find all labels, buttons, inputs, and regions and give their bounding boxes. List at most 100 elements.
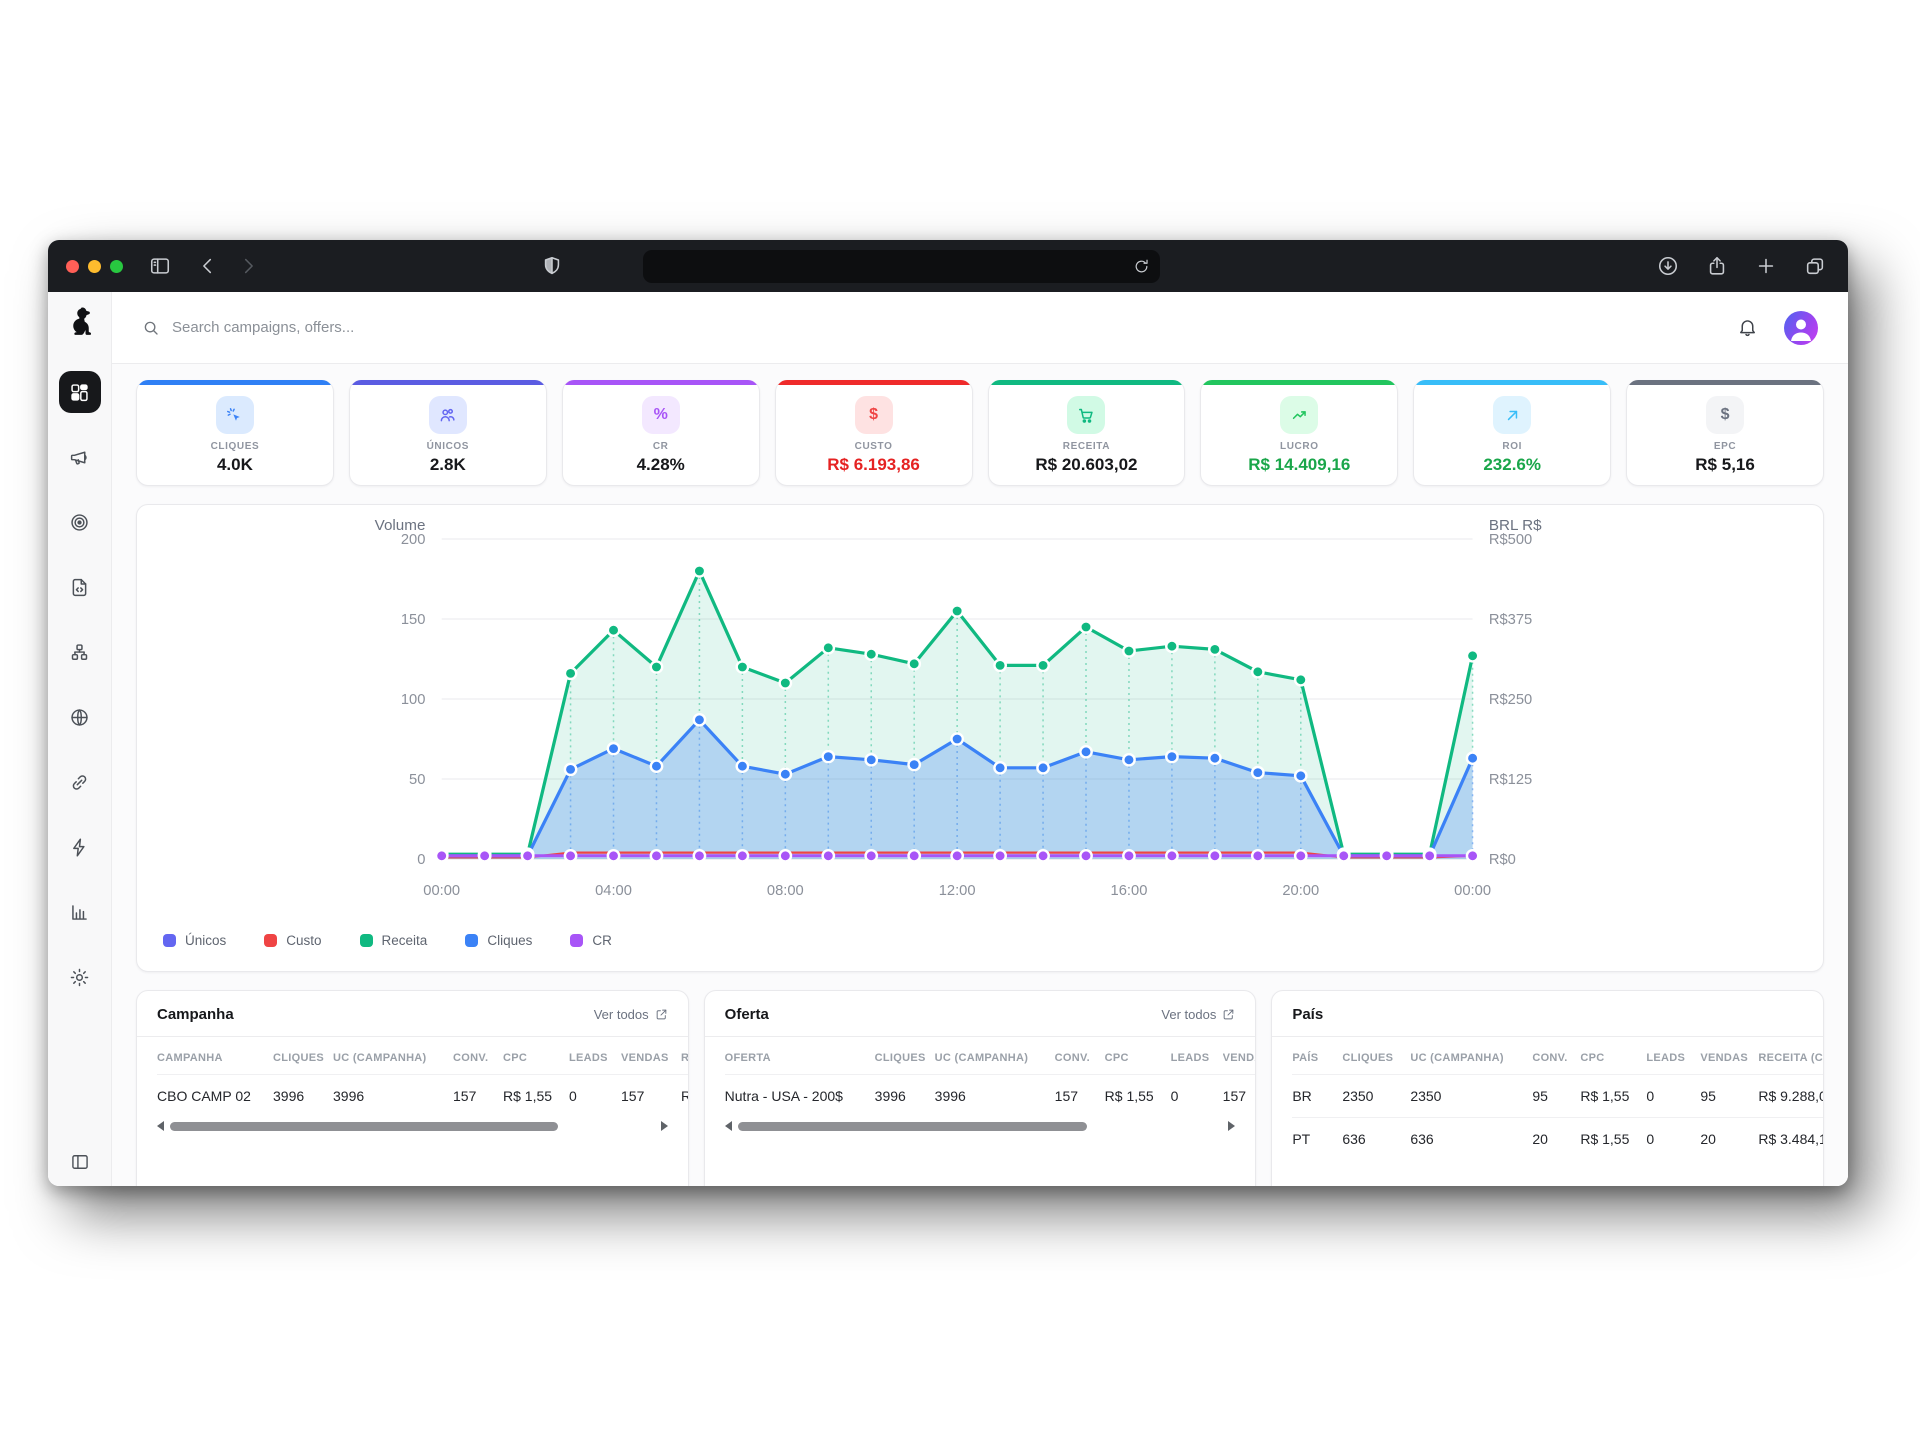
table-cell: 636 bbox=[1342, 1117, 1411, 1160]
kpi-card-cliques: CLIQUES 4.0K bbox=[136, 380, 334, 486]
table-cell: R$ 1,55 bbox=[1580, 1074, 1647, 1118]
sidebar-item-landing-pages[interactable] bbox=[59, 566, 101, 608]
campanha-card-title: Campanha bbox=[157, 1006, 234, 1023]
kpi-label: EPC bbox=[1713, 441, 1737, 452]
scrollbar-thumb[interactable] bbox=[737, 1121, 1087, 1131]
column-header: CLIQUES bbox=[1342, 1052, 1394, 1064]
legend-item-custo[interactable]: Custo bbox=[264, 933, 322, 948]
svg-text:20:00: 20:00 bbox=[1282, 883, 1319, 899]
scroll-right-arrow[interactable] bbox=[1228, 1121, 1236, 1131]
sidebar-item-links[interactable] bbox=[59, 761, 101, 803]
kpi-card-lucro: LUCRO R$ 14.409,16 bbox=[1200, 380, 1399, 486]
table-cell: 157 bbox=[621, 1074, 681, 1117]
sidebar bbox=[48, 292, 112, 1186]
kpi-card-epc: $ EPC R$ 5,16 bbox=[1626, 380, 1824, 486]
url-bar[interactable] bbox=[643, 250, 1160, 283]
sidebar-item-dashboard[interactable] bbox=[58, 371, 101, 413]
legend-swatch bbox=[163, 934, 176, 947]
reload-icon[interactable] bbox=[1133, 258, 1150, 275]
column-header: OFERTA bbox=[724, 1052, 771, 1064]
kpi-card-cr: % CR 4.28% bbox=[561, 380, 760, 486]
table-row[interactable]: Nutra - USA - 200$ 3996 3996 157 R$ 1,55 0 157 bbox=[724, 1074, 1256, 1117]
kpi-value: 2.8K bbox=[429, 455, 466, 474]
browser-window: CLIQUES 4.0K ÚNICOS 2.8K% CR 4.28% $ CUSTO R$ 6.… bbox=[48, 240, 1848, 1186]
new-tab-icon[interactable] bbox=[1755, 255, 1777, 277]
table-cell: 3996 bbox=[934, 1074, 1055, 1117]
sidebar-item-reports[interactable] bbox=[59, 891, 101, 933]
dog-logo bbox=[65, 305, 95, 335]
legend-item-receita[interactable]: Receita bbox=[359, 933, 427, 948]
legend-swatch bbox=[465, 934, 479, 947]
pais-card: País PAÍS CLIQUES UC (CAMPANHA) CONV. CPC LEA… bbox=[1271, 990, 1824, 1186]
close-window-button[interactable] bbox=[66, 259, 79, 273]
scrollbar-track[interactable] bbox=[170, 1121, 655, 1131]
table-cell: 3996 bbox=[874, 1074, 935, 1117]
kpi-value: 4.28% bbox=[636, 455, 685, 474]
svg-text:R$500: R$500 bbox=[1489, 532, 1532, 548]
svg-text:R$250: R$250 bbox=[1489, 692, 1532, 708]
scroll-left-arrow[interactable] bbox=[724, 1121, 732, 1131]
scroll-left-arrow[interactable] bbox=[157, 1121, 164, 1131]
shield-icon[interactable] bbox=[541, 255, 563, 277]
scrollbar-thumb[interactable] bbox=[170, 1121, 558, 1131]
share-icon[interactable] bbox=[1706, 255, 1728, 277]
table-cell: 3996 bbox=[273, 1074, 333, 1117]
table-cell: R$ 9.288,09 bbox=[1758, 1074, 1823, 1118]
svg-text:Volume: Volume bbox=[375, 517, 426, 534]
tab-overview-icon[interactable] bbox=[1804, 255, 1826, 277]
sidebar-item-flows[interactable] bbox=[59, 631, 101, 673]
legend-item-únicos[interactable]: Únicos bbox=[163, 933, 226, 948]
table-cell: 3996 bbox=[333, 1074, 453, 1117]
kpi-value: R$ 14.409,16 bbox=[1248, 455, 1351, 474]
sidebar-item-domains[interactable] bbox=[59, 696, 101, 738]
sidebar-item-settings[interactable] bbox=[59, 956, 101, 998]
oferta-table: OFERTA CLIQUES UC (CAMPANHA) CONV. CPC LEADS V… bbox=[724, 1039, 1256, 1117]
trend-up-icon bbox=[1280, 396, 1319, 434]
kpi-accent-bar bbox=[775, 380, 972, 385]
legend-item-cr[interactable]: CR bbox=[570, 933, 612, 948]
campanha-view-all-link[interactable]: Ver todos bbox=[594, 1007, 668, 1022]
oferta-card-title: Oferta bbox=[724, 1006, 769, 1023]
column-header: VENDAS bbox=[1222, 1052, 1256, 1064]
kpi-value: 232.6% bbox=[1483, 455, 1542, 474]
bell-icon[interactable] bbox=[1737, 317, 1758, 338]
kpi-accent-bar bbox=[349, 380, 546, 385]
legend-item-cliques[interactable]: Cliques bbox=[465, 933, 532, 948]
forward-icon[interactable] bbox=[237, 255, 259, 277]
table-cell: 95 bbox=[1700, 1074, 1759, 1118]
search-bar[interactable] bbox=[142, 319, 1737, 337]
sidebar-toggle-icon[interactable] bbox=[149, 255, 171, 277]
collapse-sidebar-icon[interactable] bbox=[48, 1152, 111, 1172]
external-link-icon bbox=[656, 1009, 666, 1020]
horizontal-scrollbar[interactable] bbox=[137, 1117, 688, 1133]
horizontal-scrollbar[interactable] bbox=[705, 1117, 1256, 1133]
scrollbar-track[interactable] bbox=[737, 1121, 1223, 1131]
sidebar-item-integrations[interactable] bbox=[59, 826, 101, 868]
svg-text:12:00: 12:00 bbox=[939, 883, 976, 899]
scroll-right-arrow[interactable] bbox=[660, 1121, 668, 1131]
bottom-cards: Campanha Ver todos CAMPANHA CLIQUES UC (CA… bbox=[136, 990, 1824, 1186]
legend-swatch bbox=[359, 934, 373, 947]
svg-text:200: 200 bbox=[401, 532, 426, 548]
avatar[interactable] bbox=[1784, 310, 1818, 345]
column-header: RECEITA (CO bbox=[1758, 1052, 1823, 1064]
minimize-window-button[interactable] bbox=[88, 259, 101, 273]
search-input[interactable] bbox=[172, 319, 592, 336]
kpi-card-custo: $ CUSTO R$ 6.193,86 bbox=[774, 380, 973, 486]
kpi-accent-bar bbox=[988, 380, 1185, 385]
sidebar-item-offers[interactable] bbox=[59, 501, 101, 543]
download-icon[interactable] bbox=[1657, 255, 1679, 277]
url-input[interactable] bbox=[653, 259, 1133, 274]
table-cell: R$ 1,55 bbox=[1104, 1074, 1171, 1117]
oferta-view-all-link[interactable]: Ver todos bbox=[1161, 1007, 1235, 1022]
table-cell: 0 bbox=[1646, 1074, 1701, 1118]
cart-icon bbox=[1067, 396, 1106, 434]
zoom-window-button[interactable] bbox=[110, 259, 123, 273]
column-header: CPC bbox=[1580, 1052, 1605, 1064]
sidebar-item-campaigns[interactable] bbox=[59, 436, 101, 478]
table-cell: 2350 bbox=[1342, 1074, 1411, 1118]
back-icon[interactable] bbox=[197, 255, 219, 277]
